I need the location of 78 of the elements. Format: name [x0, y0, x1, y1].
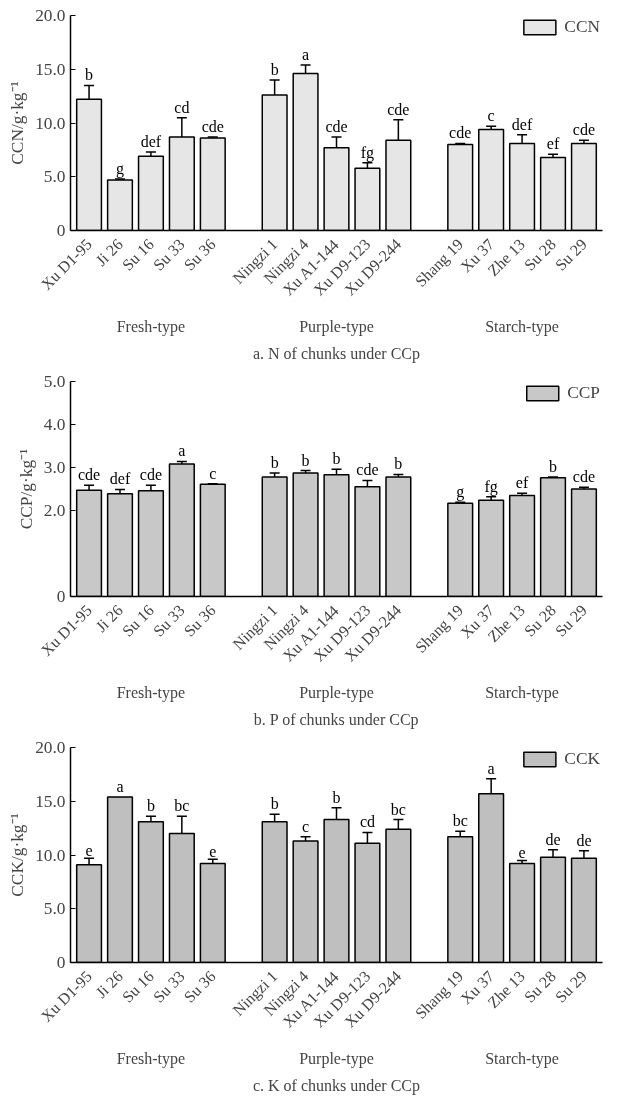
data-label: b: [332, 450, 341, 468]
text: b. P of chunks under CCp: [253, 710, 419, 729]
y-tick-label: 15.0: [35, 791, 66, 811]
data-label: b: [146, 797, 155, 815]
data-label: def: [140, 133, 162, 151]
text: Starch-type: [485, 1049, 559, 1068]
data-label: cde: [356, 461, 379, 479]
data-label: de: [545, 830, 561, 848]
data-label: e: [209, 843, 217, 861]
data-label: a: [302, 45, 310, 63]
text: Starch-type: [485, 317, 559, 336]
text: c. K of chunks under CCp: [252, 1076, 421, 1095]
data-label: c: [487, 107, 495, 125]
text: Fresh-type: [116, 317, 186, 336]
text: Purple-type: [299, 683, 374, 702]
y-tick-label: 5.0: [43, 167, 66, 187]
data-label: a: [178, 442, 186, 460]
data-label: cd: [174, 98, 190, 116]
data-label: g: [115, 159, 124, 178]
y-tick-label: 0: [56, 953, 66, 972]
data-label: fg: [484, 477, 498, 496]
data-label: ef: [546, 135, 560, 153]
y-tick-label: 20.0: [35, 6, 66, 25]
data-label: cd: [359, 813, 375, 831]
data-label: e: [518, 844, 526, 862]
y-tick-label: 2.0: [43, 501, 66, 520]
data-label: def: [511, 115, 533, 133]
data-label: ef: [515, 474, 529, 492]
data-label: cde: [201, 117, 224, 135]
legend-label: CCN: [564, 17, 600, 37]
text: Fresh-type: [116, 1049, 186, 1068]
data-label: a: [487, 759, 495, 777]
data-label: bc: [452, 812, 468, 830]
data-label: b: [394, 455, 403, 473]
data-label: b: [85, 66, 94, 84]
legend-label: CCK: [564, 749, 600, 769]
data-label: cde: [77, 466, 101, 484]
text: a. N of chunks under CCp: [252, 344, 421, 363]
data-label: cde: [572, 121, 596, 139]
data-label: b: [332, 788, 341, 806]
y-tick-label: 0: [56, 587, 66, 606]
y-tick-label: 10.0: [35, 113, 66, 133]
y-axis-title: CCK/g·kg⁻¹: [8, 813, 28, 897]
y-tick-label: 15.0: [35, 59, 66, 79]
text: Purple-type: [299, 317, 374, 336]
y-tick-label: 4.0: [43, 415, 66, 434]
data-label: fg: [360, 143, 375, 162]
data-label: cde: [387, 100, 410, 118]
data-label: b: [270, 795, 279, 813]
data-label: a: [116, 777, 124, 795]
data-label: g: [456, 483, 465, 502]
data-label: cde: [572, 468, 596, 486]
legend-label: CCP: [567, 383, 600, 403]
data-label: e: [85, 842, 93, 860]
data-label: b: [301, 451, 310, 469]
y-tick-label: 5.0: [43, 899, 66, 919]
data-label: c: [302, 817, 310, 835]
y-tick-label: 20.0: [35, 738, 66, 757]
data-label: b: [270, 454, 279, 472]
data-label: def: [109, 470, 131, 488]
y-tick-label: 0: [56, 221, 66, 240]
y-tick-label: 10.0: [35, 845, 66, 865]
data-label: c: [209, 464, 217, 482]
data-label: bc: [390, 800, 406, 818]
text: Starch-type: [485, 683, 559, 702]
data-label: b: [549, 457, 558, 475]
data-label: de: [576, 831, 592, 849]
text: Purple-type: [299, 1049, 374, 1068]
data-label: b: [270, 61, 279, 78]
y-tick-label: 3.0: [43, 458, 66, 477]
text: Fresh-type: [116, 683, 186, 702]
data-label: bc: [174, 797, 190, 815]
data-label: cde: [139, 466, 163, 484]
y-tick-label: 5.0: [43, 372, 66, 391]
y-axis-title: CCN/g·kg⁻¹: [8, 81, 28, 165]
data-label: cde: [325, 117, 348, 135]
y-axis-title: CCP/g·kg⁻¹: [16, 448, 36, 530]
data-label: cde: [449, 124, 472, 142]
